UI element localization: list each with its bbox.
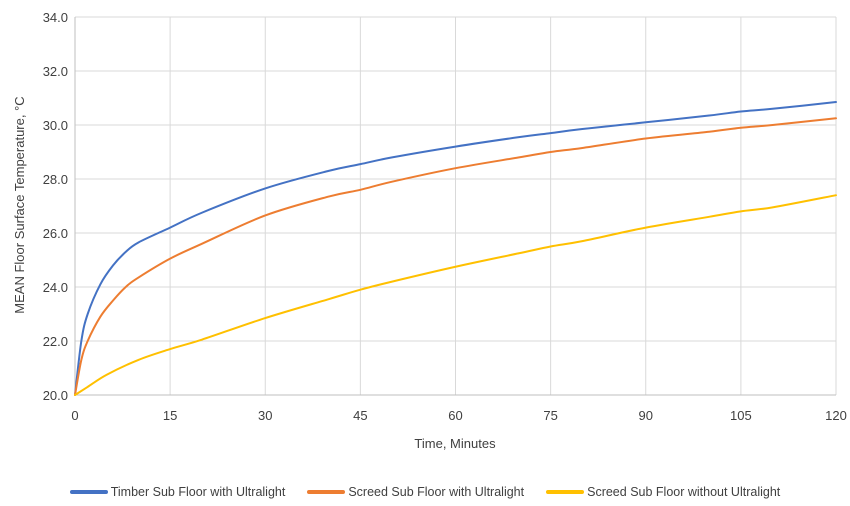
x-axis-title: Time, Minutes (414, 436, 496, 451)
x-tick-label: 105 (730, 408, 752, 423)
legend-label: Screed Sub Floor with Ultralight (348, 485, 525, 499)
y-tick-label: 30.0 (43, 118, 68, 133)
legend-item: Screed Sub Floor with Ultralight (307, 485, 524, 499)
series-line-1 (74, 101, 837, 396)
line-chart: 20.0 22.0 24.0 26.0 28.0 30.0 32.0 34.0 0 15 30 45 6… (12, 10, 847, 451)
x-tick-label: 75 (543, 408, 557, 423)
gridlines (74, 16, 837, 396)
x-tick-label: 0 (71, 408, 78, 423)
legend-swatch (546, 490, 585, 494)
x-tick-label: 60 (448, 408, 462, 423)
y-tick-label: 26.0 (43, 226, 68, 241)
x-tick-label: 120 (825, 408, 847, 423)
legend-swatch (69, 490, 108, 494)
legend-label: Timber Sub Floor with Ultralight (110, 485, 286, 499)
legend: Timber Sub Floor with Ultralight Screed S… (0, 482, 850, 502)
series-lines (74, 101, 837, 396)
y-tick-label: 22.0 (43, 334, 68, 349)
legend-label: Screed Sub Floor without Ultralight (587, 485, 781, 499)
x-tick-label: 15 (163, 408, 177, 423)
x-tick-label: 90 (639, 408, 653, 423)
y-tick-label: 34.0 (43, 10, 68, 25)
axes (74, 17, 836, 396)
tick-labels: 20.0 22.0 24.0 26.0 28.0 30.0 32.0 34.0 0 15 30 45 6… (43, 10, 847, 423)
y-tick-label: 32.0 (43, 64, 68, 79)
series-line-2 (74, 117, 837, 396)
legend-item: Screed Sub Floor without Ultralight (546, 485, 780, 499)
x-tick-label: 30 (258, 408, 272, 423)
series-line-3 (74, 194, 837, 396)
x-tick-label: 45 (353, 408, 367, 423)
legend-swatch (307, 490, 346, 494)
y-tick-label: 24.0 (43, 280, 68, 295)
legend-item: Timber Sub Floor with Ultralight (69, 485, 286, 499)
y-axis-title: MEAN Floor Surface Temperature, °C (12, 96, 27, 313)
y-tick-label: 28.0 (43, 172, 68, 187)
y-tick-label: 20.0 (43, 388, 68, 403)
